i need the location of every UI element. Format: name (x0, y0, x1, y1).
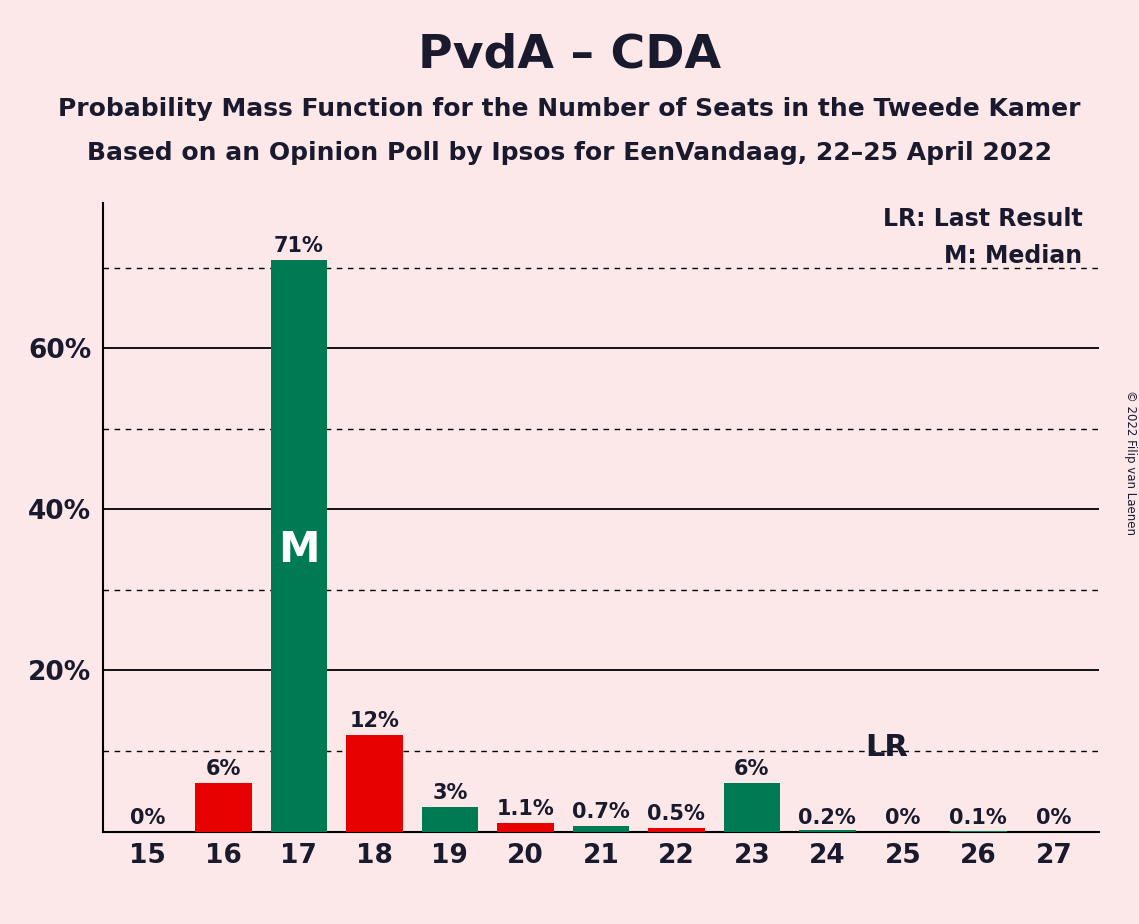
Text: 0%: 0% (885, 808, 920, 828)
Text: 0.7%: 0.7% (572, 802, 630, 822)
Text: 3%: 3% (432, 784, 467, 803)
Bar (800, 830, 855, 832)
Text: Based on an Opinion Poll by Ipsos for EenVandaag, 22–25 April 2022: Based on an Opinion Poll by Ipsos for Ee… (87, 141, 1052, 165)
Text: PvdA – CDA: PvdA – CDA (418, 32, 721, 78)
Bar (346, 735, 402, 832)
Bar (270, 260, 327, 832)
Text: 12%: 12% (350, 711, 400, 731)
Bar (723, 784, 780, 832)
Text: 6%: 6% (206, 760, 241, 779)
Bar (648, 828, 705, 832)
Text: 6%: 6% (735, 760, 770, 779)
Text: © 2022 Filip van Laenen: © 2022 Filip van Laenen (1124, 390, 1137, 534)
Text: LR: Last Result: LR: Last Result (883, 207, 1082, 231)
Text: Probability Mass Function for the Number of Seats in the Tweede Kamer: Probability Mass Function for the Number… (58, 97, 1081, 121)
Bar (195, 784, 252, 832)
Text: 0.5%: 0.5% (647, 804, 705, 823)
Text: 0%: 0% (1036, 808, 1072, 828)
Text: 0.2%: 0.2% (798, 808, 857, 828)
Text: M: M (278, 529, 320, 571)
Bar (421, 808, 478, 832)
Text: LR: LR (866, 733, 908, 761)
Text: 0.1%: 0.1% (950, 808, 1007, 828)
Bar (573, 826, 629, 832)
Text: 0%: 0% (130, 808, 165, 828)
Bar (497, 822, 554, 832)
Text: M: Median: M: Median (944, 244, 1082, 268)
Text: 71%: 71% (273, 236, 323, 256)
Text: 1.1%: 1.1% (497, 798, 555, 819)
